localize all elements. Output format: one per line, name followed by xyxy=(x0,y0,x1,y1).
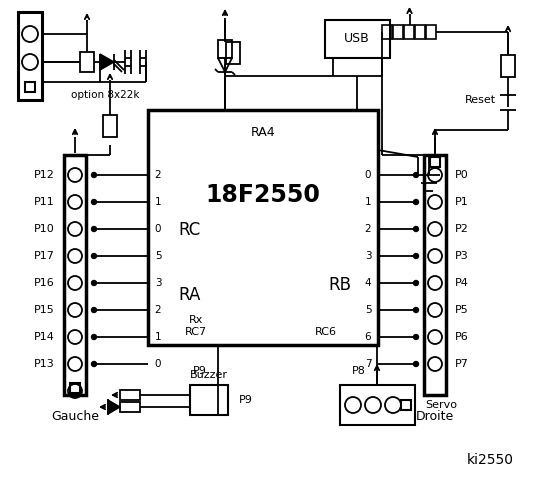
Text: Buzzer: Buzzer xyxy=(190,370,228,380)
Text: 18F2550: 18F2550 xyxy=(206,183,320,207)
Text: P1: P1 xyxy=(455,197,469,207)
Bar xyxy=(70,383,80,393)
Text: 7: 7 xyxy=(364,359,371,369)
Circle shape xyxy=(414,335,419,339)
Circle shape xyxy=(414,308,419,312)
Circle shape xyxy=(414,200,419,204)
Text: 2: 2 xyxy=(155,170,161,180)
Circle shape xyxy=(91,253,97,259)
Bar xyxy=(218,40,232,58)
Text: P5: P5 xyxy=(455,305,469,315)
Text: P14: P14 xyxy=(34,332,55,342)
Text: 3: 3 xyxy=(364,251,371,261)
Text: P11: P11 xyxy=(34,197,55,207)
Text: P17: P17 xyxy=(34,251,55,261)
Text: P7: P7 xyxy=(455,359,469,369)
Bar xyxy=(501,55,515,77)
Bar xyxy=(103,115,117,137)
Polygon shape xyxy=(100,54,114,70)
Text: RC: RC xyxy=(179,221,201,239)
Circle shape xyxy=(91,308,97,312)
Bar xyxy=(80,52,94,72)
Circle shape xyxy=(414,280,419,286)
Text: P16: P16 xyxy=(34,278,55,288)
Text: option 8x22k: option 8x22k xyxy=(71,90,139,100)
Text: 5: 5 xyxy=(155,251,161,261)
Bar xyxy=(382,25,392,39)
Bar xyxy=(120,402,140,412)
Text: 1: 1 xyxy=(364,197,371,207)
Bar xyxy=(401,400,411,410)
Bar xyxy=(325,20,390,58)
Text: Gauche: Gauche xyxy=(51,410,99,423)
Circle shape xyxy=(414,361,419,367)
Text: RC6: RC6 xyxy=(315,327,337,337)
Text: P3: P3 xyxy=(455,251,469,261)
Bar xyxy=(226,42,240,64)
Bar xyxy=(64,155,86,395)
Text: P12: P12 xyxy=(34,170,55,180)
Text: Rx: Rx xyxy=(189,315,203,325)
Circle shape xyxy=(414,227,419,231)
Circle shape xyxy=(91,227,97,231)
Text: Droite: Droite xyxy=(416,410,454,423)
Text: P6: P6 xyxy=(455,332,469,342)
Bar xyxy=(340,385,415,425)
Circle shape xyxy=(91,335,97,339)
Text: RC7: RC7 xyxy=(185,327,207,337)
Bar xyxy=(430,157,440,167)
Bar xyxy=(25,82,35,92)
Text: 1: 1 xyxy=(155,332,161,342)
Text: Servo: Servo xyxy=(425,400,457,410)
Text: P15: P15 xyxy=(34,305,55,315)
Text: 0: 0 xyxy=(155,224,161,234)
Text: 6: 6 xyxy=(364,332,371,342)
Text: 0: 0 xyxy=(365,170,371,180)
Text: 5: 5 xyxy=(364,305,371,315)
Bar xyxy=(404,25,414,39)
Text: P9: P9 xyxy=(239,395,253,405)
Bar xyxy=(18,12,42,100)
Text: USB: USB xyxy=(344,33,370,46)
Text: 3: 3 xyxy=(155,278,161,288)
Text: RA4: RA4 xyxy=(251,125,275,139)
Text: P8: P8 xyxy=(352,366,366,376)
Text: 2: 2 xyxy=(364,224,371,234)
Bar xyxy=(424,155,446,395)
Circle shape xyxy=(91,200,97,204)
Circle shape xyxy=(91,361,97,367)
Circle shape xyxy=(414,172,419,178)
Text: Reset: Reset xyxy=(465,95,496,105)
Text: P10: P10 xyxy=(34,224,55,234)
Text: 1: 1 xyxy=(155,197,161,207)
Polygon shape xyxy=(108,400,120,414)
Text: ki2550: ki2550 xyxy=(467,453,514,467)
Bar xyxy=(120,390,140,400)
Bar xyxy=(148,110,378,345)
Text: P0: P0 xyxy=(455,170,469,180)
Bar xyxy=(426,25,436,39)
Text: 0: 0 xyxy=(155,359,161,369)
Text: P13: P13 xyxy=(34,359,55,369)
Text: RB: RB xyxy=(328,276,352,294)
Text: RA: RA xyxy=(179,286,201,304)
Text: P9: P9 xyxy=(193,366,207,376)
Circle shape xyxy=(414,253,419,259)
Text: 2: 2 xyxy=(155,305,161,315)
Circle shape xyxy=(91,280,97,286)
Text: 4: 4 xyxy=(364,278,371,288)
Bar xyxy=(415,25,425,39)
Text: P4: P4 xyxy=(455,278,469,288)
Bar xyxy=(190,385,228,415)
Text: P2: P2 xyxy=(455,224,469,234)
Circle shape xyxy=(91,172,97,178)
Bar xyxy=(393,25,403,39)
